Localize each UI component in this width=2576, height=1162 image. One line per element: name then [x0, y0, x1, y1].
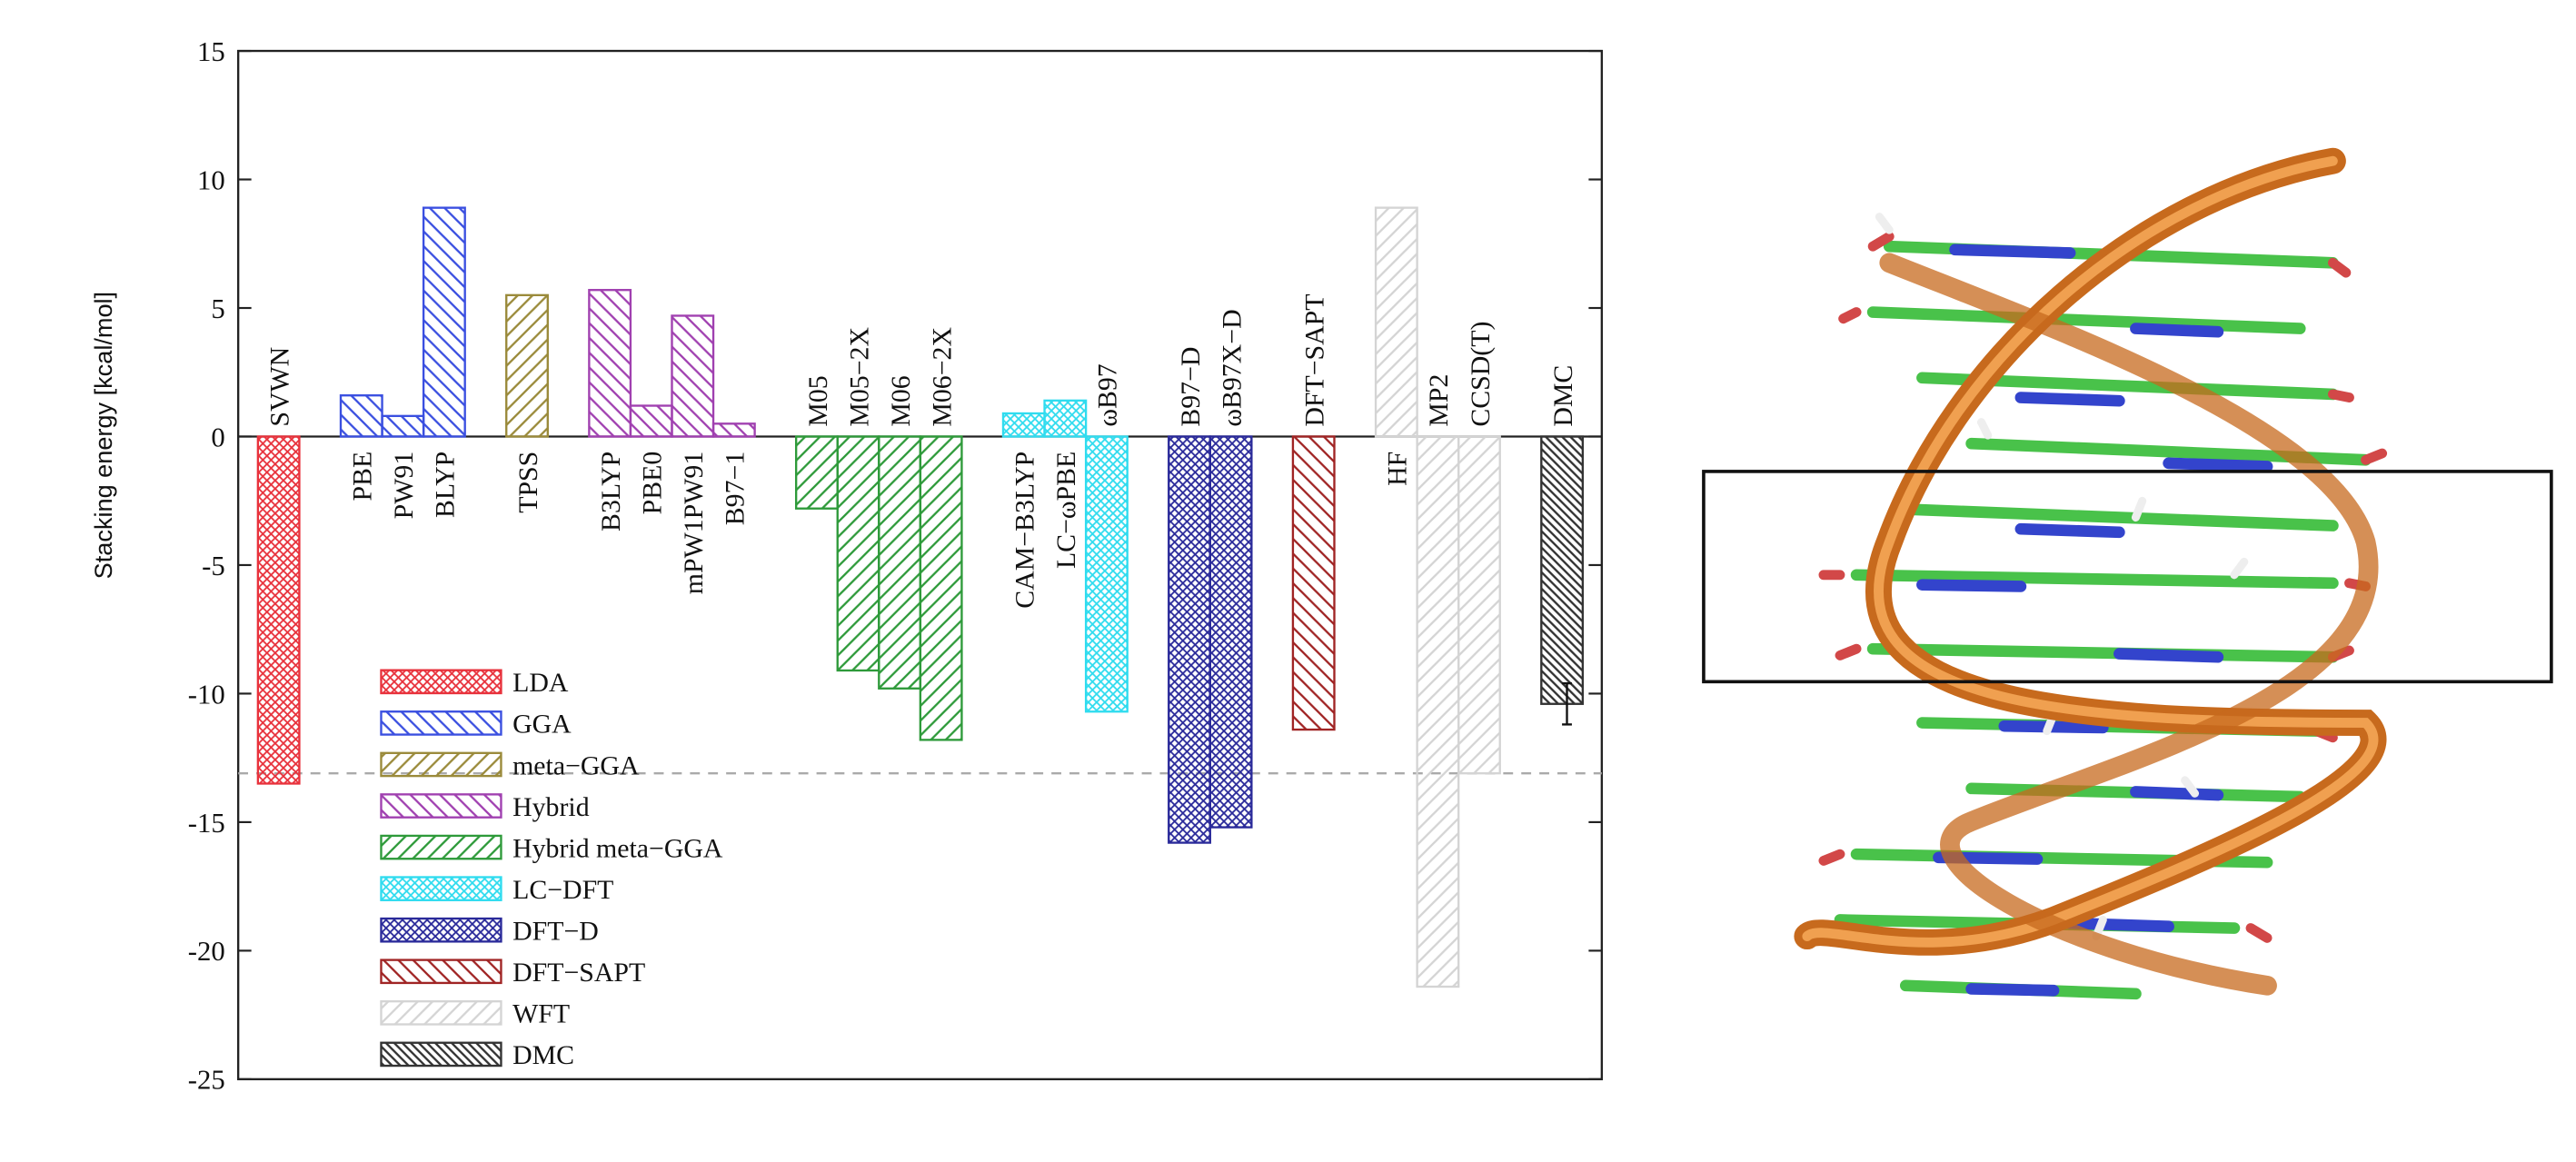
category-label: ωB97 [1093, 363, 1123, 426]
y-tick-label: 15 [197, 36, 225, 67]
category-label: B97−D [1176, 347, 1206, 427]
y-tick-label: 5 [211, 293, 224, 324]
legend-swatch [380, 834, 502, 860]
bar [256, 435, 301, 785]
legend-swatch [380, 1041, 502, 1068]
y-tick-label: -25 [188, 1065, 225, 1096]
bar [1416, 435, 1460, 988]
y-tick-label: 10 [197, 164, 225, 195]
bar [795, 435, 839, 510]
bar [836, 435, 880, 672]
legend-label: meta−GGA [512, 750, 640, 780]
category-label: M06−2X [927, 327, 957, 427]
legend-swatch [380, 710, 502, 736]
bar [629, 404, 673, 438]
legend-label: GGA [512, 710, 572, 740]
legend-swatch [380, 669, 502, 695]
category-label: TPSS [513, 452, 543, 513]
bar [422, 206, 466, 438]
y-tick-label: 0 [211, 422, 224, 452]
legend-swatch [380, 917, 502, 943]
legend-label: DFT−D [512, 917, 599, 947]
category-label: M05 [803, 375, 833, 426]
bar [1374, 206, 1418, 438]
category-label: M05−2X [844, 327, 874, 427]
category-label: M06 [886, 375, 916, 426]
category-label: ωB97X−D [1217, 309, 1247, 426]
category-label: DMC [1548, 365, 1578, 427]
bar [1043, 399, 1088, 438]
bar [1540, 435, 1585, 705]
bar [671, 314, 715, 438]
bar [1084, 435, 1129, 713]
legend-label: Hybrid meta−GGA [512, 833, 723, 863]
legend-label: WFT [512, 999, 570, 1029]
legend-swatch [380, 958, 502, 985]
category-label: mPW1PW91 [679, 452, 709, 594]
bar [339, 394, 383, 438]
legend-label: LC−DFT [512, 875, 613, 905]
bar [588, 289, 632, 438]
category-label: B97−1 [721, 452, 751, 525]
legend-label: LDA [512, 668, 569, 698]
category-label: B3LYP [596, 452, 626, 531]
y-tick-label: -15 [188, 808, 225, 839]
category-label: BLYP [431, 452, 461, 518]
category-label: CCSD(T) [1466, 322, 1496, 427]
legend-label: DMC [512, 1040, 574, 1070]
bar [1208, 435, 1253, 829]
y-axis-label: Stacking energy [kcal/mol] [89, 292, 117, 579]
bar [919, 435, 963, 741]
bar [1291, 435, 1336, 731]
y-tick-label: -20 [188, 936, 225, 967]
bar [878, 435, 922, 690]
legend-swatch [380, 876, 502, 901]
bar [505, 293, 549, 438]
category-label: DFT−SAPT [1300, 294, 1330, 427]
legend-swatch [380, 793, 502, 819]
category-label: HF [1383, 452, 1413, 486]
bar [1001, 412, 1046, 438]
legend-label: DFT−SAPT [512, 958, 645, 988]
legend-swatch [380, 751, 502, 778]
category-label: PW91 [389, 452, 419, 520]
legend-swatch [380, 999, 502, 1026]
category-label: PBE0 [638, 452, 668, 515]
dna-illustration [1702, 147, 2553, 1000]
legend-label: Hybrid [512, 792, 590, 822]
category-label: MP2 [1424, 374, 1454, 427]
bar [1168, 435, 1211, 844]
bar [711, 422, 756, 438]
category-label: LC−ωPBE [1051, 452, 1081, 569]
y-tick-label: -5 [202, 551, 225, 581]
bar [1457, 435, 1501, 775]
category-label: CAM−B3LYP [1010, 452, 1040, 609]
category-label: SVWN [264, 347, 294, 427]
bar [381, 414, 425, 438]
y-tick-label: -10 [188, 679, 225, 710]
category-label: PBE [348, 452, 378, 502]
